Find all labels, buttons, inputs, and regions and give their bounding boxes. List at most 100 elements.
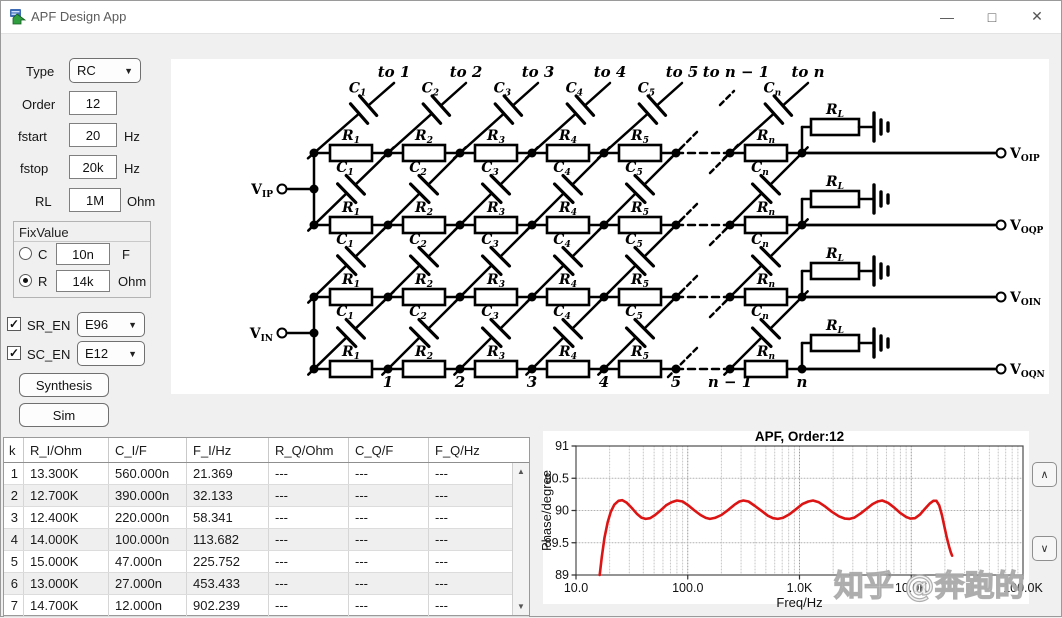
type-dropdown[interactable]: RC ▼ — [69, 58, 141, 83]
fixvalue-r-input[interactable] — [56, 270, 110, 292]
table-header-cell: k — [4, 438, 24, 462]
fstop-input[interactable] — [69, 155, 117, 179]
type-label: Type — [26, 64, 55, 79]
svg-text:Rn: Rn — [756, 200, 775, 218]
svg-text:R1: R1 — [341, 272, 360, 290]
svg-text:Cn: Cn — [751, 304, 769, 322]
table-row[interactable]: 6 13.000K 27.000n 453.433 --- --- --- — [4, 573, 529, 595]
svg-text:4: 4 — [599, 373, 609, 391]
table-cell: 13.000K — [24, 573, 109, 594]
svg-text:R1: R1 — [341, 344, 360, 362]
table-scrollbar[interactable]: ▲ ▼ — [512, 463, 529, 615]
fixvalue-radio-r[interactable] — [19, 274, 32, 287]
svg-text:RL: RL — [825, 318, 844, 336]
fixvalue-r-unit: Ohm — [118, 274, 147, 289]
chart-up-button[interactable]: ∧ — [1032, 462, 1057, 487]
table-cell: --- — [435, 488, 448, 503]
scroll-up-icon[interactable]: ▲ — [517, 467, 525, 476]
table-row[interactable]: 5 15.000K 47.000n 225.752 --- --- --- — [4, 551, 529, 573]
results-table: k R_I/Ohm C_I/F F_I/Hz R_Q/Ohm C_Q/F F_Q/Hz 1 13… — [3, 437, 530, 617]
svg-text:C1: C1 — [336, 232, 353, 250]
table-row[interactable]: 3 12.400K 220.000n 58.341 --- --- --- — [4, 507, 529, 529]
svg-text:C4: C4 — [566, 81, 583, 99]
fixvalue-title: FixValue — [19, 225, 69, 240]
svg-text:R4: R4 — [558, 200, 577, 218]
svg-text:R2: R2 — [414, 272, 433, 290]
minimize-button[interactable]: — — [940, 8, 954, 25]
table-header-cell: R_I/Ohm — [24, 438, 109, 462]
sr-en-dropdown[interactable]: E96 ▼ — [77, 312, 145, 337]
svg-text:R5: R5 — [630, 128, 649, 146]
table-cell: --- — [269, 573, 349, 594]
scroll-down-icon[interactable]: ▼ — [517, 602, 525, 611]
table-cell: 6 — [4, 573, 24, 594]
svg-text:C4: C4 — [553, 304, 570, 322]
svg-text:VOIP: VOIP — [1009, 146, 1040, 164]
table-row[interactable]: 7 14.700K 12.000n 902.239 --- --- --- — [4, 595, 529, 617]
fixvalue-radio-c[interactable] — [19, 247, 32, 260]
svg-text:3: 3 — [527, 373, 537, 391]
table-cell: --- — [435, 554, 448, 569]
svg-text:R5: R5 — [630, 272, 649, 290]
table-cell: --- — [269, 595, 349, 616]
svg-text:C5: C5 — [625, 232, 642, 250]
svg-text:R4: R4 — [558, 272, 577, 290]
fstart-input[interactable] — [69, 123, 117, 147]
table-cell: --- — [269, 529, 349, 550]
svg-text:to n: to n — [791, 63, 824, 81]
fixvalue-c-input[interactable] — [56, 243, 110, 265]
rl-input[interactable] — [69, 188, 121, 212]
maximize-button[interactable]: □ — [987, 8, 997, 25]
app-icon — [10, 9, 27, 25]
close-button[interactable]: ✕ — [1031, 8, 1043, 24]
table-cell: 14.700K — [24, 595, 109, 616]
svg-text:to 3: to 3 — [522, 63, 555, 81]
table-row[interactable]: 2 12.700K 390.000n 32.133 --- --- --- — [4, 485, 529, 507]
svg-text:C2: C2 — [409, 232, 426, 250]
svg-text:91: 91 — [555, 439, 569, 453]
table-row[interactable]: 4 14.000K 100.000n 113.682 --- --- --- — [4, 529, 529, 551]
table-header-cell: R_Q/Ohm — [269, 438, 349, 462]
sc-en-checkbox[interactable]: ✓ — [7, 346, 21, 360]
table-cell: 47.000n — [109, 551, 187, 572]
table-cell: --- — [269, 485, 349, 506]
table-cell: 3 — [4, 507, 24, 528]
chevron-down-icon: ▼ — [124, 65, 133, 76]
rl-unit: Ohm — [127, 194, 156, 209]
table-cell: --- — [349, 595, 429, 616]
order-label: Order — [22, 97, 56, 112]
svg-text:R4: R4 — [558, 128, 577, 146]
title-bar: APF Design App — □ ✕ — [1, 1, 1061, 34]
sim-button[interactable]: Sim — [19, 403, 109, 427]
svg-text:90.5: 90.5 — [545, 471, 569, 485]
svg-text:Cn: Cn — [764, 81, 782, 99]
table-cell: --- — [435, 510, 448, 525]
svg-text:10.0: 10.0 — [564, 581, 588, 595]
svg-text:n − 1: n − 1 — [708, 373, 752, 391]
svg-text:C3: C3 — [481, 232, 498, 250]
svg-text:R4: R4 — [558, 344, 577, 362]
svg-text:to 5: to 5 — [666, 63, 699, 81]
svg-text:C5: C5 — [625, 304, 642, 322]
table-row[interactable]: 1 13.300K 560.000n 21.369 --- --- --- — [4, 463, 529, 485]
table-cell: 15.000K — [24, 551, 109, 572]
order-input[interactable] — [69, 91, 117, 115]
table-header-row: k R_I/Ohm C_I/F F_I/Hz R_Q/Ohm C_Q/F F_Q/Hz — [4, 438, 529, 463]
table-cell: 113.682 — [187, 529, 269, 550]
table-cell: 225.752 — [187, 551, 269, 572]
svg-text:89.5: 89.5 — [545, 536, 569, 550]
synthesis-button[interactable]: Synthesis — [19, 373, 109, 397]
svg-text:C5: C5 — [638, 81, 655, 99]
svg-text:R2: R2 — [414, 344, 433, 362]
svg-text:Rn: Rn — [756, 272, 775, 290]
svg-text:VIP: VIP — [250, 182, 273, 200]
sr-en-checkbox[interactable]: ✓ — [7, 317, 21, 331]
sc-en-dropdown-value: E12 — [85, 346, 109, 361]
svg-text:APF, Order:12: APF, Order:12 — [755, 431, 844, 444]
table-cell: 5 — [4, 551, 24, 572]
sc-en-dropdown[interactable]: E12 ▼ — [77, 341, 145, 366]
svg-text:10.0K: 10.0K — [895, 581, 928, 595]
chart-down-button[interactable]: ∨ — [1032, 536, 1057, 561]
table-header-cell: F_Q/Hz — [435, 442, 480, 458]
svg-text:VOQP: VOQP — [1009, 218, 1044, 236]
